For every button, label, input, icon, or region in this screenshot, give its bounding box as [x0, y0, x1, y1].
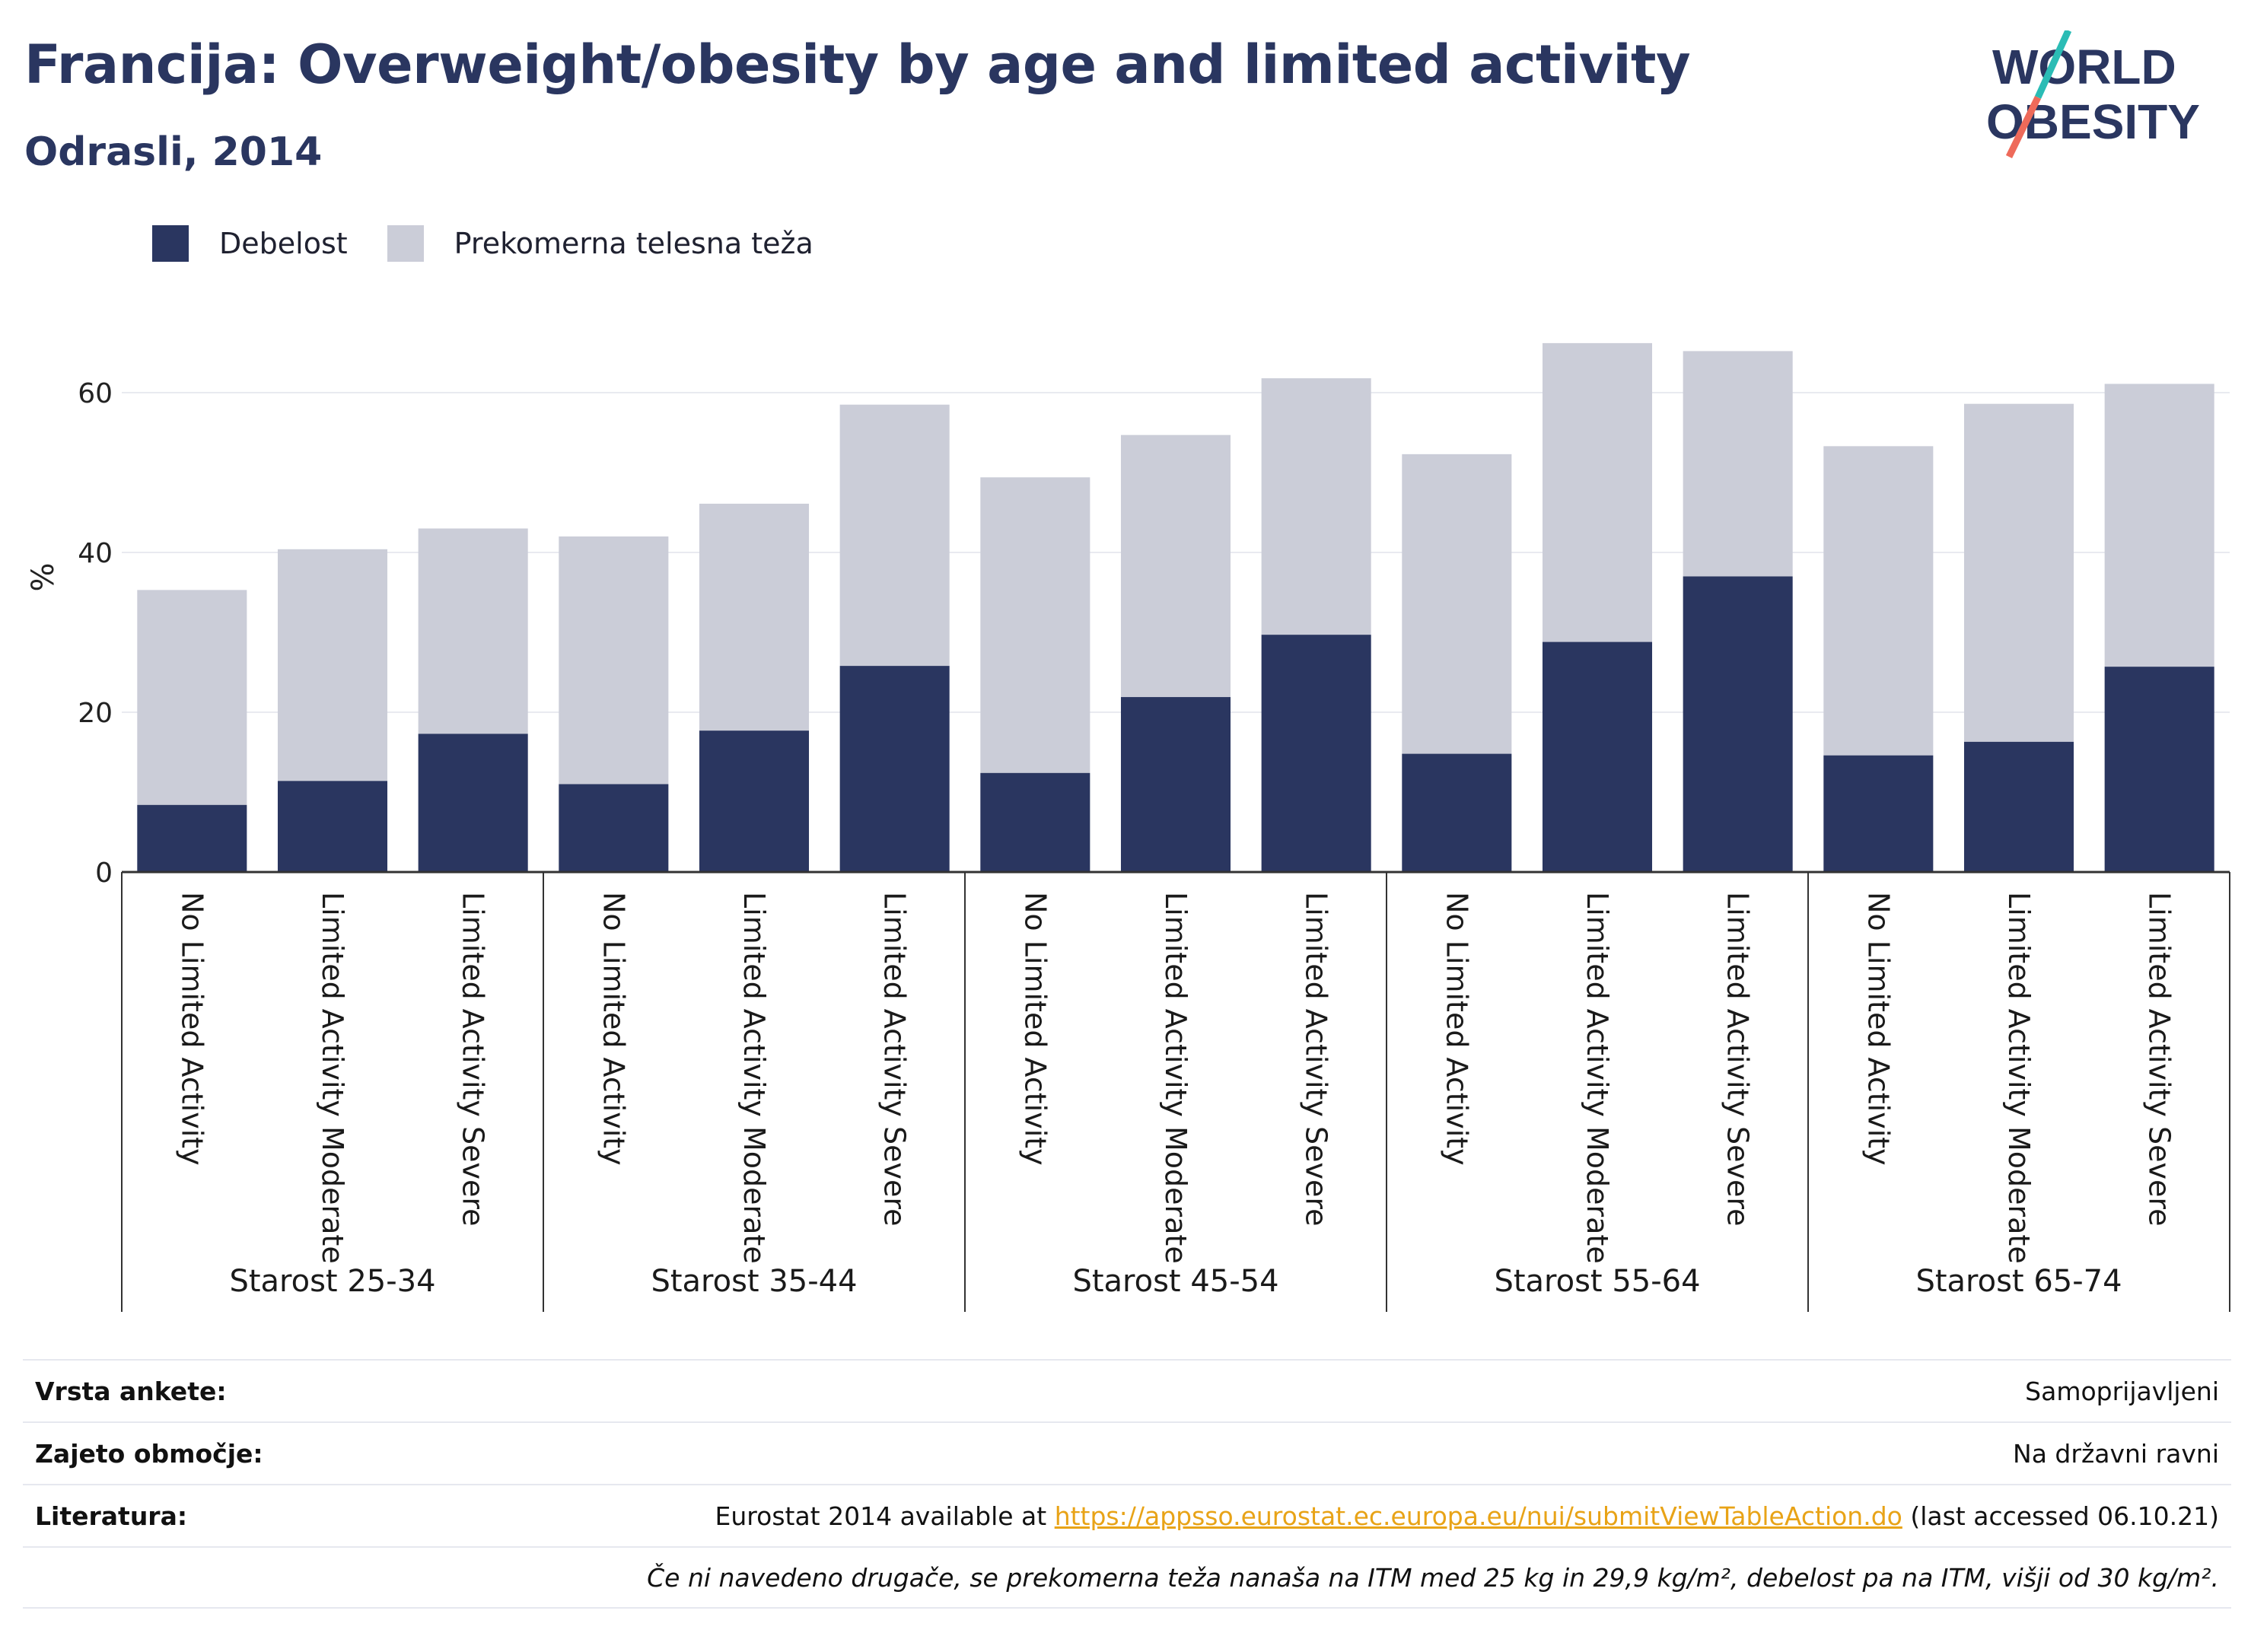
- bar-obesity: [418, 734, 528, 872]
- chart-subtitle: Odrasli, 2014: [24, 129, 323, 175]
- bar-obesity: [839, 666, 950, 872]
- bar-obesity: [277, 781, 388, 872]
- x-group-label: Starost 35-44: [651, 1264, 857, 1299]
- coverage-label: Zajeto območje:: [35, 1438, 263, 1469]
- x-category-label: Limited Activity Moderate: [2002, 892, 2036, 1264]
- legend-swatch-obesity: [152, 225, 189, 262]
- bar-overweight: [980, 477, 1090, 773]
- x-group-label: Starost 65-74: [1915, 1264, 2122, 1299]
- x-group-label: Starost 25-34: [229, 1264, 435, 1299]
- x-category-label: No Limited Activity: [597, 892, 630, 1166]
- bar-overweight: [1402, 454, 1512, 754]
- info-row-survey: Vrsta ankete: Samoprijavljeni: [23, 1359, 2231, 1421]
- bar-overweight: [1542, 342, 1653, 642]
- bar-obesity: [980, 772, 1090, 872]
- y-tick-label: 40: [78, 538, 113, 569]
- bar-obesity: [1402, 753, 1512, 872]
- bar-obesity: [1120, 697, 1231, 872]
- bar-obesity: [1261, 635, 1371, 872]
- chart-legend: Debelost Prekomerna telesna teža: [152, 225, 853, 262]
- world-obesity-logo: WORLD OBESITY: [1986, 30, 2200, 158]
- svg-text:WORLD: WORLD: [1992, 40, 2176, 94]
- legend-label-overweight: Prekomerna telesna teža: [454, 227, 813, 260]
- bar-overweight: [839, 404, 950, 667]
- bar-overweight: [1823, 446, 1934, 756]
- x-category-label: No Limited Activity: [1018, 892, 1052, 1166]
- reference-prefix: Eurostat 2014 available at: [715, 1501, 1047, 1531]
- legend-item-overweight: Prekomerna telesna teža: [387, 225, 813, 262]
- bar-overweight: [2104, 384, 2214, 667]
- x-category-label: Limited Activity Severe: [457, 892, 490, 1227]
- bar-obesity: [1963, 741, 2074, 872]
- x-category-label: Limited Activity Moderate: [737, 892, 771, 1264]
- bar-overweight: [559, 536, 669, 785]
- x-category-label: No Limited Activity: [1861, 892, 1895, 1166]
- legend-label-obesity: Debelost: [219, 227, 348, 260]
- bar-obesity: [1823, 755, 1934, 872]
- reference-value: Eurostat 2014 available at https://appss…: [715, 1501, 2219, 1531]
- bar-overweight: [699, 503, 810, 731]
- bar-overweight: [277, 549, 388, 781]
- x-category-label: Limited Activity Moderate: [316, 892, 349, 1264]
- bar-obesity: [137, 804, 247, 872]
- y-axis-label: %: [26, 562, 61, 591]
- bar-obesity: [699, 731, 810, 872]
- x-category-label: Limited Activity Moderate: [1581, 892, 1614, 1264]
- info-row-note: Če ni navedeno drugače, se prekomerna te…: [23, 1546, 2231, 1609]
- bar-obesity: [2104, 667, 2214, 872]
- survey-value: Samoprijavljeni: [2025, 1376, 2219, 1406]
- reference-suffix: (last accessed 06.10.21): [1910, 1501, 2219, 1531]
- bar-overweight: [1683, 351, 1793, 577]
- svg-text:OBESITY: OBESITY: [1986, 94, 2200, 149]
- legend-item-obesity: Debelost: [152, 225, 348, 262]
- bar-obesity: [1542, 641, 1653, 872]
- x-category-label: Limited Activity Severe: [1300, 892, 1333, 1227]
- info-table: Vrsta ankete: Samoprijavljeni Zajeto obm…: [23, 1359, 2231, 1609]
- legend-swatch-overweight: [387, 225, 424, 262]
- bar-obesity: [1683, 576, 1793, 872]
- y-tick-label: 20: [78, 698, 113, 729]
- survey-label: Vrsta ankete:: [35, 1376, 227, 1406]
- x-category-label: Limited Activity Severe: [2143, 892, 2176, 1227]
- x-group-label: Starost 55-64: [1494, 1264, 1700, 1299]
- bar-overweight: [1261, 378, 1371, 635]
- bar-overweight: [418, 528, 528, 734]
- info-row-reference: Literatura: Eurostat 2014 available at h…: [23, 1484, 2231, 1546]
- definition-note: Če ni navedeno drugače, se prekomerna te…: [647, 1562, 2219, 1593]
- y-tick-label: 60: [78, 378, 113, 409]
- info-row-coverage: Zajeto območje: Na državni ravni: [23, 1421, 2231, 1484]
- x-category-label: Limited Activity Moderate: [1159, 892, 1192, 1264]
- reference-label: Literatura:: [35, 1501, 188, 1531]
- bar-obesity: [559, 784, 669, 872]
- x-category-label: Limited Activity Severe: [1721, 892, 1755, 1227]
- coverage-value: Na državni ravni: [2013, 1438, 2219, 1469]
- x-category-label: Limited Activity Severe: [878, 892, 912, 1227]
- x-group-label: Starost 45-54: [1072, 1264, 1278, 1299]
- reference-link[interactable]: https://appsso.eurostat.ec.europa.eu/nui…: [1054, 1501, 1902, 1531]
- bar-overweight: [1963, 403, 2074, 742]
- y-tick-label: 0: [95, 858, 113, 889]
- x-category-label: No Limited Activity: [1440, 892, 1473, 1166]
- bar-overweight: [1120, 434, 1231, 698]
- x-category-label: No Limited Activity: [175, 892, 209, 1166]
- bar-overweight: [137, 590, 247, 805]
- bar-chart: 0 20 40 60% No Limited Activity Limited Activ…: [26, 342, 2230, 1312]
- chart-title: Francija: Overweight/obesity by age and …: [24, 33, 1691, 96]
